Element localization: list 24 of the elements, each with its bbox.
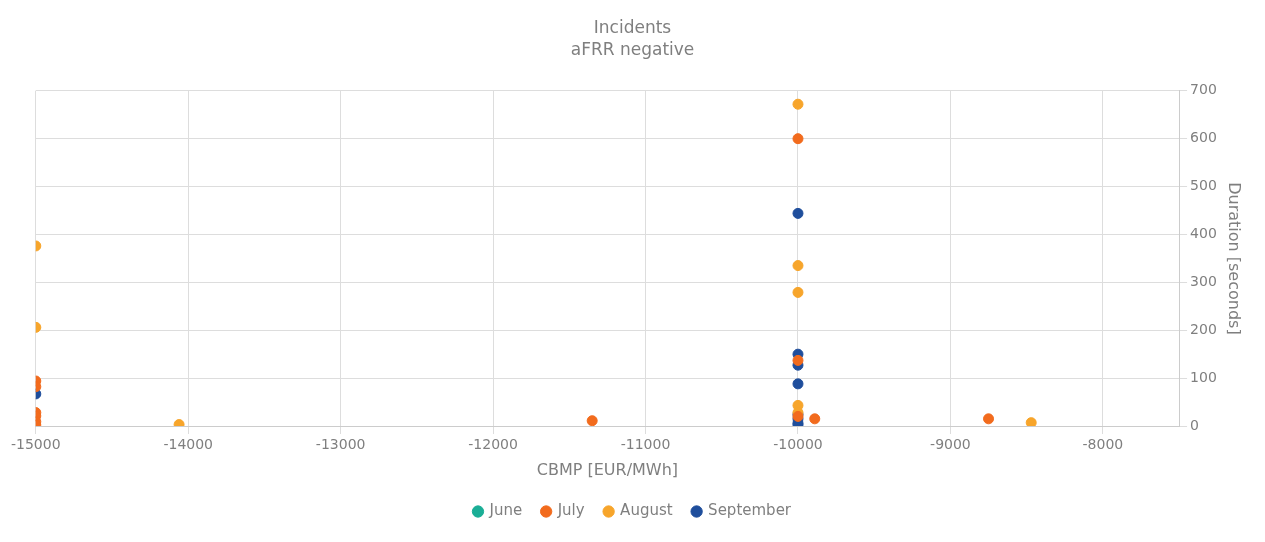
y-tick-label: 400	[1190, 225, 1217, 242]
y-tick-label: 300	[1190, 272, 1217, 289]
chart-subtitle: aFRR negative	[570, 39, 695, 60]
x-tick-label: -11000	[620, 436, 671, 453]
y-tick-label: 200	[1190, 320, 1217, 337]
x-tick-label: -12000	[468, 436, 518, 453]
y-tick-label: 100	[1190, 368, 1217, 385]
y-tick-label: 500	[1190, 177, 1217, 194]
legend-label: July	[556, 501, 585, 520]
y-axis-title: Duration [seconds]	[1225, 182, 1245, 335]
x-tick-label: -8000	[1082, 436, 1124, 453]
x-axis-title: CBMP [EUR/MWh]	[536, 459, 679, 479]
y-tick-label: 0	[1190, 416, 1199, 433]
x-tick-label: -13000	[315, 436, 366, 453]
x-tick-label: -10000	[773, 436, 823, 453]
y-tick-label: 600	[1190, 129, 1217, 146]
x-tick-label: -9000	[930, 436, 971, 453]
legend-label: June	[488, 501, 523, 520]
x-tick-label: -14000	[163, 436, 214, 453]
chart-title: Incidents	[593, 16, 672, 37]
x-tick-label: -15000	[11, 436, 61, 453]
y-tick-label: 700	[1190, 81, 1217, 98]
legend-label: September	[708, 501, 792, 520]
legend-label: August	[620, 501, 673, 520]
